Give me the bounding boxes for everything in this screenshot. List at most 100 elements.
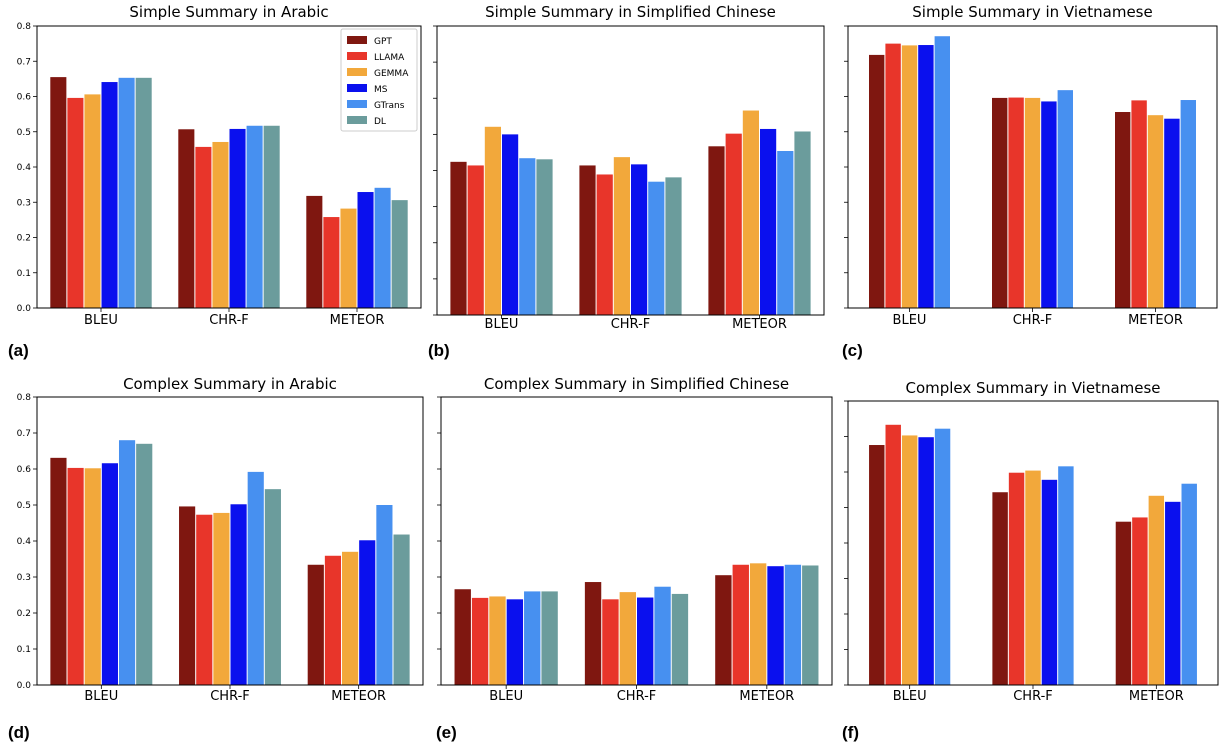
- bar-gpt-bleu: [450, 161, 467, 315]
- plot-frame: [847, 400, 1219, 686]
- bar-gpt-meteor: [715, 575, 732, 685]
- bar-gpt-meteor: [1115, 112, 1131, 308]
- bar-llama-bleu: [467, 165, 484, 315]
- bar-dl-meteor: [794, 131, 811, 315]
- bar-llama-chr-f: [596, 174, 613, 315]
- x-tick-label: METEOR: [1128, 313, 1183, 328]
- x-tick-label: CHR-F: [1013, 689, 1053, 704]
- bar-llama-bleu: [67, 97, 84, 308]
- bar-dl-bleu: [536, 159, 553, 315]
- bar-gtrans-meteor: [784, 564, 802, 685]
- bar-llama-meteor: [324, 555, 342, 685]
- x-tick-label: CHR-F: [210, 689, 250, 704]
- y-tick-label: 0.2: [17, 609, 31, 619]
- bar-llama-chr-f: [1008, 97, 1024, 309]
- chart-title: Complex Summary in Vietnamese: [905, 379, 1160, 397]
- x-tick-label: BLEU: [84, 689, 118, 704]
- bar-gtrans-bleu: [934, 36, 950, 308]
- panel-label: (e): [436, 723, 457, 742]
- bar-gtrans-bleu: [118, 440, 136, 685]
- bar-ms-meteor: [357, 192, 374, 308]
- bar-ms-meteor: [1164, 118, 1180, 309]
- bar-dl-bleu: [541, 591, 558, 685]
- bar-gpt-meteor: [307, 564, 324, 685]
- y-tick-label: 0.7: [17, 57, 31, 67]
- x-tick-label: CHR-F: [209, 313, 249, 328]
- bar-gemma-meteor: [749, 563, 767, 685]
- bar-llama-bleu: [67, 467, 84, 685]
- legend-label-dl: DL: [374, 117, 386, 127]
- bar-gemma-chr-f: [213, 512, 230, 685]
- bar-gpt-chr-f: [579, 165, 596, 315]
- bar-ms-meteor: [760, 128, 777, 315]
- panel-label: (b): [428, 341, 450, 360]
- bar-llama-chr-f: [1008, 472, 1025, 685]
- panel-label: (c): [842, 341, 863, 360]
- bar-gtrans-bleu: [934, 428, 951, 685]
- legend-label-gtrans: GTrans: [374, 101, 405, 111]
- y-tick-label: 0.7: [17, 429, 31, 439]
- bar-gemma-meteor: [1147, 115, 1164, 309]
- bar-gtrans-chr-f: [1058, 466, 1074, 685]
- x-tick-label: METEOR: [330, 313, 385, 328]
- y-tick-label: 0.3: [17, 198, 31, 208]
- bar-gpt-meteor: [1115, 521, 1132, 685]
- plot-frame: [36, 25, 422, 309]
- plot-frame: [847, 25, 1218, 309]
- legend-label-llama: LLAMA: [374, 53, 405, 63]
- plot-frame: [36, 396, 424, 686]
- chart-title: Complex Summary in Arabic: [123, 375, 337, 393]
- bar-ms-bleu: [502, 134, 519, 315]
- bar-ms-meteor: [1165, 501, 1181, 685]
- bar-gemma-chr-f: [1024, 97, 1041, 308]
- bar-ms-chr-f: [1041, 101, 1057, 308]
- bar-llama-chr-f: [196, 514, 213, 685]
- legend-swatch-gemma: [347, 68, 367, 76]
- chart-panel-e: BLEU CHR-F METEOR Complex Summary in Simpli…: [436, 375, 833, 742]
- bar-ms-bleu: [101, 82, 118, 308]
- bar-ms-meteor: [359, 540, 376, 685]
- chart-panel-b: BLEU CHR-F METEOR Simple Summary in Simplif…: [428, 3, 825, 360]
- x-tick-label: METEOR: [1129, 689, 1184, 704]
- bar-gemma-bleu: [484, 126, 501, 315]
- x-tick-label: BLEU: [489, 689, 523, 704]
- bar-ms-bleu: [918, 437, 934, 685]
- bar-gpt-bleu: [869, 445, 885, 685]
- x-tick-label: CHR-F: [611, 317, 651, 332]
- bar-ms-bleu: [918, 45, 934, 308]
- y-tick-label: 0.8: [17, 22, 32, 32]
- bar-gemma-chr-f: [1025, 470, 1041, 685]
- legend-label-gpt: GPT: [374, 37, 392, 47]
- bar-gtrans-bleu: [118, 77, 135, 308]
- y-tick-label: 0.6: [17, 93, 32, 103]
- legend-swatch-ms: [347, 84, 367, 92]
- y-tick-label: 0.2: [17, 234, 31, 244]
- bar-gtrans-meteor: [1181, 483, 1197, 685]
- bar-gpt-chr-f: [992, 492, 1008, 685]
- bar-gpt-meteor: [708, 146, 725, 315]
- bar-ms-chr-f: [637, 597, 654, 685]
- bar-dl-chr-f: [263, 125, 280, 308]
- plot-area: [37, 397, 423, 685]
- chart-title: Simple Summary in Vietnamese: [912, 3, 1152, 21]
- legend-swatch-gpt: [347, 36, 367, 44]
- y-tick-label: 0.5: [17, 128, 31, 138]
- bar-dl-meteor: [802, 565, 819, 685]
- bar-gemma-bleu: [84, 94, 101, 308]
- plot-area: [441, 397, 832, 685]
- x-tick-label: METEOR: [331, 689, 386, 704]
- legend-swatch-llama: [347, 52, 367, 60]
- y-tick-label: 0.1: [17, 269, 31, 279]
- y-tick-label: 0.8: [17, 393, 32, 403]
- bar-gpt-chr-f: [584, 582, 602, 685]
- chart-title: Simple Summary in Simplified Chinese: [485, 3, 776, 21]
- panel-label: (d): [8, 723, 30, 742]
- legend-label-ms: MS: [374, 85, 388, 95]
- legend-swatch-dl: [347, 116, 367, 124]
- bar-gtrans-chr-f: [247, 471, 264, 685]
- bar-gtrans-meteor: [777, 150, 794, 315]
- plot-frame: [440, 396, 833, 686]
- bar-gtrans-chr-f: [1057, 90, 1073, 308]
- bar-dl-meteor: [391, 200, 408, 308]
- x-tick-label: CHR-F: [1013, 313, 1053, 328]
